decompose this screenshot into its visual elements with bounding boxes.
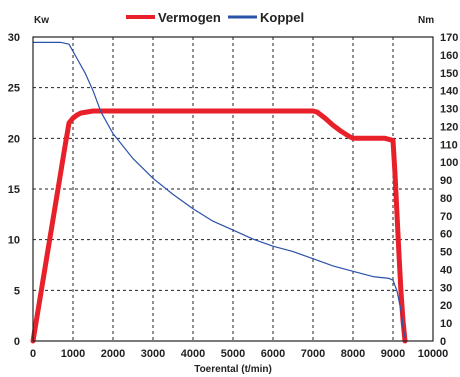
series-line-vermogen <box>30 108 408 344</box>
y-left-tick-label: 30 <box>8 32 20 44</box>
y-right-tick-label: 90 <box>440 175 452 187</box>
x-axis-label: Toerental (t/min) <box>194 364 272 375</box>
x-tick-label: 3000 <box>141 348 165 360</box>
tick-labels: 0 1000 2000 3000 4000 5000 6000 7000 8000 9000 100… <box>8 32 459 360</box>
y-right-tick-label: 70 <box>440 211 452 223</box>
x-tick-label: 1000 <box>61 348 85 360</box>
x-tick-label: 2000 <box>101 348 125 360</box>
y-right-unit: Nm <box>418 15 434 26</box>
x-tick-label: 9000 <box>381 348 405 360</box>
series-line-koppel <box>32 41 406 338</box>
y-right-tick-label: 130 <box>440 104 458 116</box>
y-right-tick-label: 80 <box>440 193 452 205</box>
y-right-tick-label: 170 <box>440 32 458 44</box>
y-left-tick-label: 15 <box>8 184 20 196</box>
legend-label-koppel: Koppel <box>260 10 304 25</box>
x-tick-label: 0 <box>30 348 36 360</box>
x-tick-label: 7000 <box>301 348 325 360</box>
x-tick-label: 6000 <box>261 348 285 360</box>
legend: Vermogen Koppel <box>126 10 304 25</box>
y-left-tick-label: 0 <box>14 336 20 348</box>
y-right-tick-label: 120 <box>440 121 458 133</box>
y-right-tick-label: 40 <box>440 264 452 276</box>
y-right-tick-label: 160 <box>440 50 458 62</box>
y-right-tick-label: 10 <box>440 318 452 330</box>
y-right-tick-label: 140 <box>440 86 458 98</box>
y-right-tick-label: 50 <box>440 247 452 259</box>
y-right-tick-label: 20 <box>440 300 452 312</box>
x-tick-label: 8000 <box>341 348 365 360</box>
x-tick-label: 4000 <box>181 348 205 360</box>
series-lines <box>30 41 408 344</box>
y-left-tick-label: 20 <box>8 133 20 145</box>
x-tick-label: 10000 <box>418 348 449 360</box>
y-left-tick-label: 5 <box>14 285 20 297</box>
plot-frame <box>32 36 434 342</box>
y-right-tick-label: 30 <box>440 282 452 294</box>
y-right-tick-label: 150 <box>440 68 458 80</box>
y-right-tick-label: 60 <box>440 229 452 241</box>
x-tick-label: 5000 <box>221 348 245 360</box>
gridlines <box>33 37 433 341</box>
y-left-tick-label: 10 <box>8 235 20 247</box>
y-left-tick-label: 25 <box>8 83 20 95</box>
y-left-unit: Kw <box>34 15 49 26</box>
y-right-tick-label: 110 <box>440 139 458 151</box>
y-right-tick-label: 100 <box>440 157 458 169</box>
legend-label-vermogen: Vermogen <box>158 10 221 25</box>
y-right-tick-label: 0 <box>440 336 446 348</box>
